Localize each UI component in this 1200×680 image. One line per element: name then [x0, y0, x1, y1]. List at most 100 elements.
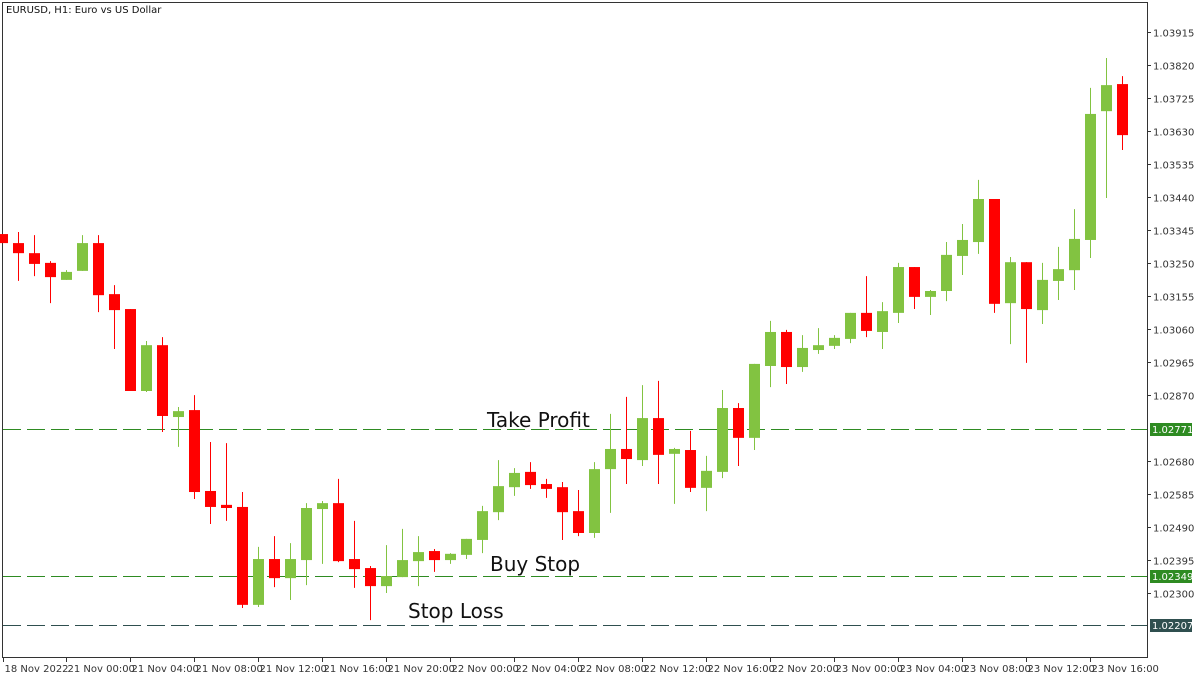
candle-bear	[269, 536, 280, 588]
candle-body	[653, 418, 664, 455]
candle-bear	[221, 443, 232, 521]
candle-bear	[1021, 262, 1032, 363]
candle-body	[397, 560, 408, 578]
candle-bull	[765, 320, 776, 388]
candle-body	[1069, 238, 1080, 271]
candle-bull	[893, 262, 904, 323]
candle-body	[733, 408, 744, 438]
price-axis[interactable]: 1.03915 1.03820 1.03725 1.03630 1.03535 1.034…	[1147, 3, 1194, 657]
candle-body	[125, 309, 136, 391]
candle-body	[749, 363, 760, 438]
candle-body	[365, 568, 376, 587]
candle-bull	[797, 335, 808, 372]
candle-body	[669, 448, 680, 454]
candle-bull	[493, 460, 504, 521]
y-tick-label: 1.03915	[1153, 29, 1194, 40]
candle-bear	[781, 329, 792, 385]
candle-bull	[461, 538, 472, 560]
candle-bear	[237, 492, 248, 608]
price-tag-label: 1.02771	[1152, 425, 1193, 436]
candle-bull	[61, 270, 72, 280]
y-tick-label: 1.03535	[1153, 161, 1194, 172]
y-tick-label: 1.03345	[1153, 227, 1194, 238]
candle-bull	[1053, 246, 1064, 301]
candle-body	[221, 504, 232, 508]
candle-bull	[381, 545, 392, 594]
candle-bull	[509, 468, 520, 496]
x-tick-label: 23 Nov 04:00	[900, 664, 967, 675]
candle-bull	[1037, 262, 1048, 324]
candle-bull	[285, 543, 296, 601]
candle-bull	[253, 546, 264, 607]
candle-body	[1117, 84, 1128, 136]
y-tick-label: 1.02585	[1153, 491, 1194, 502]
candle-body	[1085, 113, 1096, 240]
candle-bear	[861, 276, 872, 338]
candle-bear	[205, 442, 216, 524]
order-label-take-profit: Take Profit	[486, 408, 590, 432]
candle-body	[45, 262, 56, 278]
candle-body	[557, 487, 568, 513]
candle-body	[205, 490, 216, 507]
candle-bull	[845, 312, 856, 344]
candle-body	[829, 337, 840, 346]
candle-body	[285, 559, 296, 579]
order-levels	[3, 429, 1147, 626]
candle-body	[349, 559, 360, 570]
candle-bear	[909, 267, 920, 310]
x-tick-label: 21 Nov 08:00	[196, 664, 263, 675]
candle-bear	[109, 285, 120, 349]
price-tag	[1150, 619, 1192, 632]
candle-bull	[397, 528, 408, 578]
candle-body	[717, 408, 728, 472]
candle-body	[1101, 85, 1112, 112]
candle-bear	[573, 489, 584, 537]
candle-body	[589, 469, 600, 533]
candle-bull	[77, 235, 88, 271]
candle-bear	[29, 235, 40, 277]
candle-bear	[365, 565, 376, 621]
candle-bear	[189, 395, 200, 499]
candle-body	[1005, 262, 1016, 304]
candle-bull	[605, 413, 616, 513]
y-tick-label: 1.03440	[1153, 194, 1194, 205]
y-tick-label: 1.03820	[1153, 62, 1194, 73]
x-tick-label: 22 Nov 16:00	[708, 664, 775, 675]
x-tick-label: 21 Nov 00:00	[68, 664, 135, 675]
plot-frame	[2, 2, 1148, 658]
candle-bull	[749, 363, 760, 451]
candle-body	[989, 198, 1000, 304]
candle-body	[701, 470, 712, 488]
candle-body	[429, 551, 440, 561]
candle-bear	[621, 396, 632, 485]
x-tick-label: 22 Nov 12:00	[644, 664, 711, 675]
y-tick-label: 1.02490	[1153, 524, 1194, 535]
candle-body	[525, 471, 536, 486]
candle-body	[189, 410, 200, 493]
candle-body	[237, 506, 248, 605]
candle-bull	[925, 289, 936, 315]
candle-body	[781, 331, 792, 368]
candle-bull	[445, 553, 456, 564]
candle-body	[477, 511, 488, 540]
x-tick-label: 23 Nov 08:00	[964, 664, 1031, 675]
y-tick-label: 1.03155	[1153, 293, 1194, 304]
candle-body	[541, 484, 552, 489]
candle-bull	[1101, 58, 1112, 198]
x-tick-label: 23 Nov 16:00	[1092, 664, 1159, 675]
candle-bear	[125, 309, 136, 391]
candle-bull	[877, 302, 888, 349]
candle-body	[605, 448, 616, 470]
candle-body	[93, 243, 104, 296]
y-tick-label: 1.02870	[1153, 392, 1194, 403]
y-tick-label: 1.03250	[1153, 260, 1194, 271]
candle-body	[77, 243, 88, 271]
candle-body	[509, 472, 520, 488]
candle-bear	[157, 337, 168, 432]
candle-bear	[93, 235, 104, 313]
candle-body	[909, 267, 920, 297]
candle-body	[1021, 262, 1032, 310]
candle-body	[333, 503, 344, 562]
